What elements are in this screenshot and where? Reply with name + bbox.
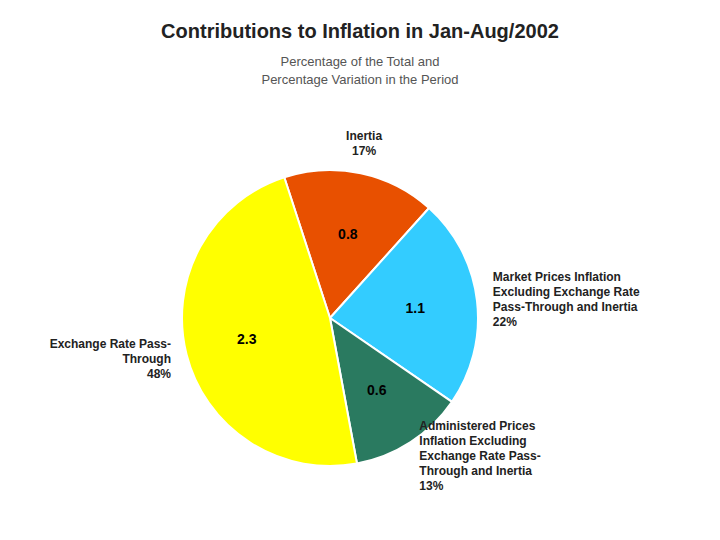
share-label: 48% bbox=[147, 367, 171, 381]
chart: Contributions to Inflation in Jan-Aug/20… bbox=[0, 0, 720, 540]
share-label: 22% bbox=[493, 315, 517, 329]
category-label: Inertia bbox=[346, 129, 382, 143]
category-line: Pass-Through and Inertia bbox=[493, 300, 638, 314]
category-line: Exchange Rate Pass- bbox=[419, 449, 540, 463]
data-label: 0.8 bbox=[338, 226, 358, 242]
slice bbox=[182, 177, 357, 466]
category-line: Administered Prices bbox=[419, 419, 535, 433]
category-label: Administered PricesInflation ExcludingEx… bbox=[419, 419, 540, 478]
category-line: Excluding Exchange Rate bbox=[493, 285, 640, 299]
category-line: Market Prices Inflation bbox=[493, 270, 621, 284]
category-line: Through and Inertia bbox=[419, 464, 532, 478]
share-label: 13% bbox=[419, 479, 443, 493]
title: Contributions to Inflation in Jan-Aug/20… bbox=[161, 20, 559, 42]
category-line: Inflation Excluding bbox=[419, 434, 526, 448]
category-label: Market Prices InflationExcluding Exchang… bbox=[493, 270, 640, 314]
share-label: 17% bbox=[352, 144, 376, 158]
category-line: Exchange Rate Pass- bbox=[50, 337, 171, 351]
category-line: Through bbox=[122, 352, 171, 366]
subtitle: Percentage Variation in the Period bbox=[261, 72, 458, 87]
category-line: Inertia bbox=[346, 129, 382, 143]
category-label: Exchange Rate Pass-Through bbox=[50, 337, 171, 366]
data-label: 0.6 bbox=[367, 382, 387, 398]
subtitle: Percentage of the Total and bbox=[281, 54, 440, 69]
data-label: 2.3 bbox=[237, 331, 257, 347]
labels: 0.8Inertia17%1.1Market Prices InflationE… bbox=[50, 129, 640, 493]
data-label: 1.1 bbox=[406, 300, 426, 316]
